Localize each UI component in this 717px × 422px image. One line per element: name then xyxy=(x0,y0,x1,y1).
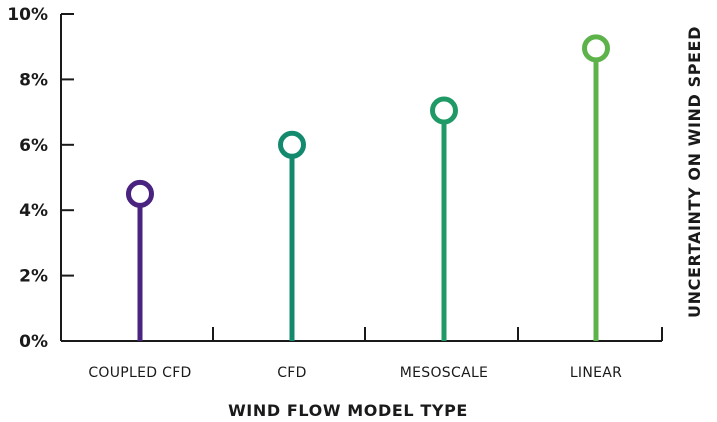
x-category-label: COUPLED CFD xyxy=(88,365,191,381)
lollipop-point xyxy=(278,130,306,159)
lollipop-point xyxy=(126,179,154,208)
lollipop-point xyxy=(430,96,458,125)
x-category-label: MESOSCALE xyxy=(400,365,488,381)
y-tick-label: 4% xyxy=(19,201,48,221)
x-axis: COUPLED CFD CFD MESOSCALE LINEAR xyxy=(61,327,663,381)
y-tick-label: 6% xyxy=(19,136,48,156)
y-tick-label: 0% xyxy=(19,332,48,352)
x-axis-title: WIND FLOW MODEL TYPE xyxy=(228,401,468,420)
lollipop-point xyxy=(582,34,610,63)
lollipop-marks xyxy=(126,34,610,341)
x-category-label: LINEAR xyxy=(570,365,622,381)
y-tick-label: 2% xyxy=(19,267,48,287)
y-tick-label: 8% xyxy=(19,70,48,90)
y-axis-title: UNCERTAINTY ON WIND SPEED xyxy=(685,26,704,318)
y-tick-label: 10% xyxy=(7,5,48,25)
x-category-label: CFD xyxy=(277,365,307,381)
y-axis: 0% 2% 4% 6% 8% 10% xyxy=(7,5,74,352)
